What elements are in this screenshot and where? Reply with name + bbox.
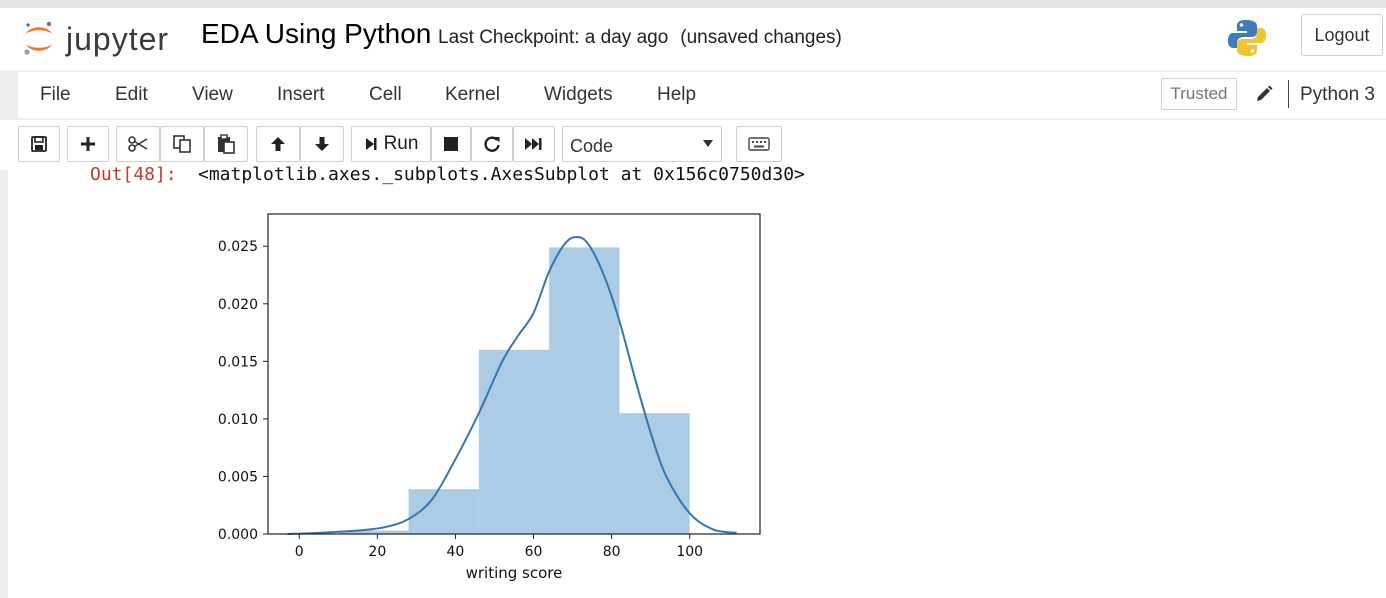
cell-type-select[interactable]: Code <box>562 126 722 162</box>
keyboard-icon <box>748 137 770 151</box>
y-tick-label: 0.000 <box>218 527 258 543</box>
x-tick-label: 60 <box>525 544 543 560</box>
copy-icon <box>173 135 191 153</box>
move-down-button[interactable] <box>300 126 344 162</box>
histogram-bar <box>338 530 409 534</box>
logout-button[interactable]: Logout <box>1301 14 1383 56</box>
menu-insert[interactable]: Insert <box>277 84 325 105</box>
run-label: Run <box>383 133 419 154</box>
trusted-indicator[interactable]: Trusted <box>1161 78 1237 110</box>
notebook-container: Out[48]: <matplotlib.axes._subplots.Axes… <box>8 164 1386 598</box>
window-top-strip <box>0 0 1386 8</box>
plot-frame <box>267 213 761 535</box>
jupyter-logo[interactable]: jupyter <box>22 16 169 62</box>
x-tick-label: 80 <box>603 544 621 560</box>
pencil-icon[interactable] <box>1254 84 1274 104</box>
cell-type-value: Code <box>570 136 614 156</box>
kde-line <box>287 236 737 535</box>
copy-button[interactable] <box>160 126 204 162</box>
restart-button[interactable] <box>471 126 513 162</box>
paste-icon <box>218 134 235 154</box>
python-logo-icon <box>1228 20 1266 56</box>
notebook-header: jupyter EDA Using Python Last Checkpoint… <box>0 8 1386 70</box>
save-status: (unsaved changes) <box>680 27 842 48</box>
toolbar: Run Code <box>0 120 1386 170</box>
x-tick-label: 40 <box>447 544 465 560</box>
plus-icon <box>81 137 95 151</box>
arrow-up-icon <box>271 137 285 151</box>
jupyter-logo-icon <box>24 21 52 55</box>
menubar: File Edit View Insert Cell Kernel Widget… <box>18 72 1386 118</box>
chevron-down-icon <box>703 140 713 147</box>
restart-icon <box>484 136 500 152</box>
output-prompt: Out[48]: <box>90 164 177 185</box>
paste-button[interactable] <box>204 126 248 162</box>
menu-widgets[interactable]: Widgets <box>544 84 613 105</box>
menu-help[interactable]: Help <box>657 84 697 105</box>
menu-cell[interactable]: Cell <box>369 84 402 105</box>
y-tick-label: 0.010 <box>218 412 258 428</box>
interrupt-button[interactable] <box>431 126 471 162</box>
arrow-down-icon <box>315 137 329 151</box>
stop-icon <box>444 137 458 151</box>
histogram-bar <box>549 247 620 534</box>
histogram-bar <box>619 413 690 534</box>
output-text: <matplotlib.axes._subplots.AxesSubplot a… <box>198 164 805 185</box>
y-tick-label: 0.020 <box>218 297 258 313</box>
menu-file[interactable]: File <box>40 84 71 105</box>
insert-cell-button[interactable] <box>67 126 109 162</box>
move-up-button[interactable] <box>256 126 300 162</box>
jupyter-logo-text: jupyter <box>66 20 170 57</box>
y-tick-label: 0.005 <box>218 469 258 485</box>
save-icon <box>31 136 47 152</box>
checkpoint-text: Last Checkpoint: a day ago <box>438 27 669 48</box>
y-tick-label: 0.025 <box>218 239 258 255</box>
fast-forward-icon <box>525 138 542 150</box>
kernel-separator <box>1288 80 1289 108</box>
cut-button[interactable] <box>116 126 160 162</box>
x-tick-label: 20 <box>368 544 386 560</box>
kernel-name[interactable]: Python 3 <box>1300 84 1375 105</box>
x-axis-label: writing score <box>466 564 563 582</box>
distribution-chart: 0.000 0.005 0.010 0.015 0.020 0.025 0 20 40 60 80 1… <box>218 213 761 582</box>
checkpoint-info: Last Checkpoint: a day ago (unsaved chang… <box>438 27 842 49</box>
notebook-title[interactable]: EDA Using Python <box>201 18 432 49</box>
command-palette-button[interactable] <box>736 126 782 162</box>
save-button[interactable] <box>18 126 60 162</box>
run-all-button[interactable] <box>513 126 555 162</box>
x-tick-label: 0 <box>295 544 304 560</box>
x-tick-label: 100 <box>676 544 703 560</box>
cut-icon <box>128 136 148 152</box>
y-tick-label: 0.015 <box>218 354 258 370</box>
run-button[interactable]: Run <box>351 126 431 162</box>
menu-view[interactable]: View <box>192 84 233 105</box>
menu-kernel[interactable]: Kernel <box>445 84 500 105</box>
run-icon <box>365 138 377 150</box>
menu-edit[interactable]: Edit <box>115 84 148 105</box>
histogram-bar <box>478 349 550 534</box>
